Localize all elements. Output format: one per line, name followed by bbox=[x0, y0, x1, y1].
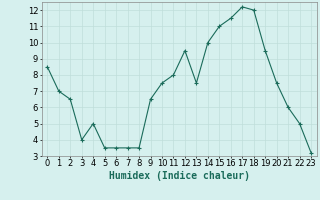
X-axis label: Humidex (Indice chaleur): Humidex (Indice chaleur) bbox=[109, 171, 250, 181]
